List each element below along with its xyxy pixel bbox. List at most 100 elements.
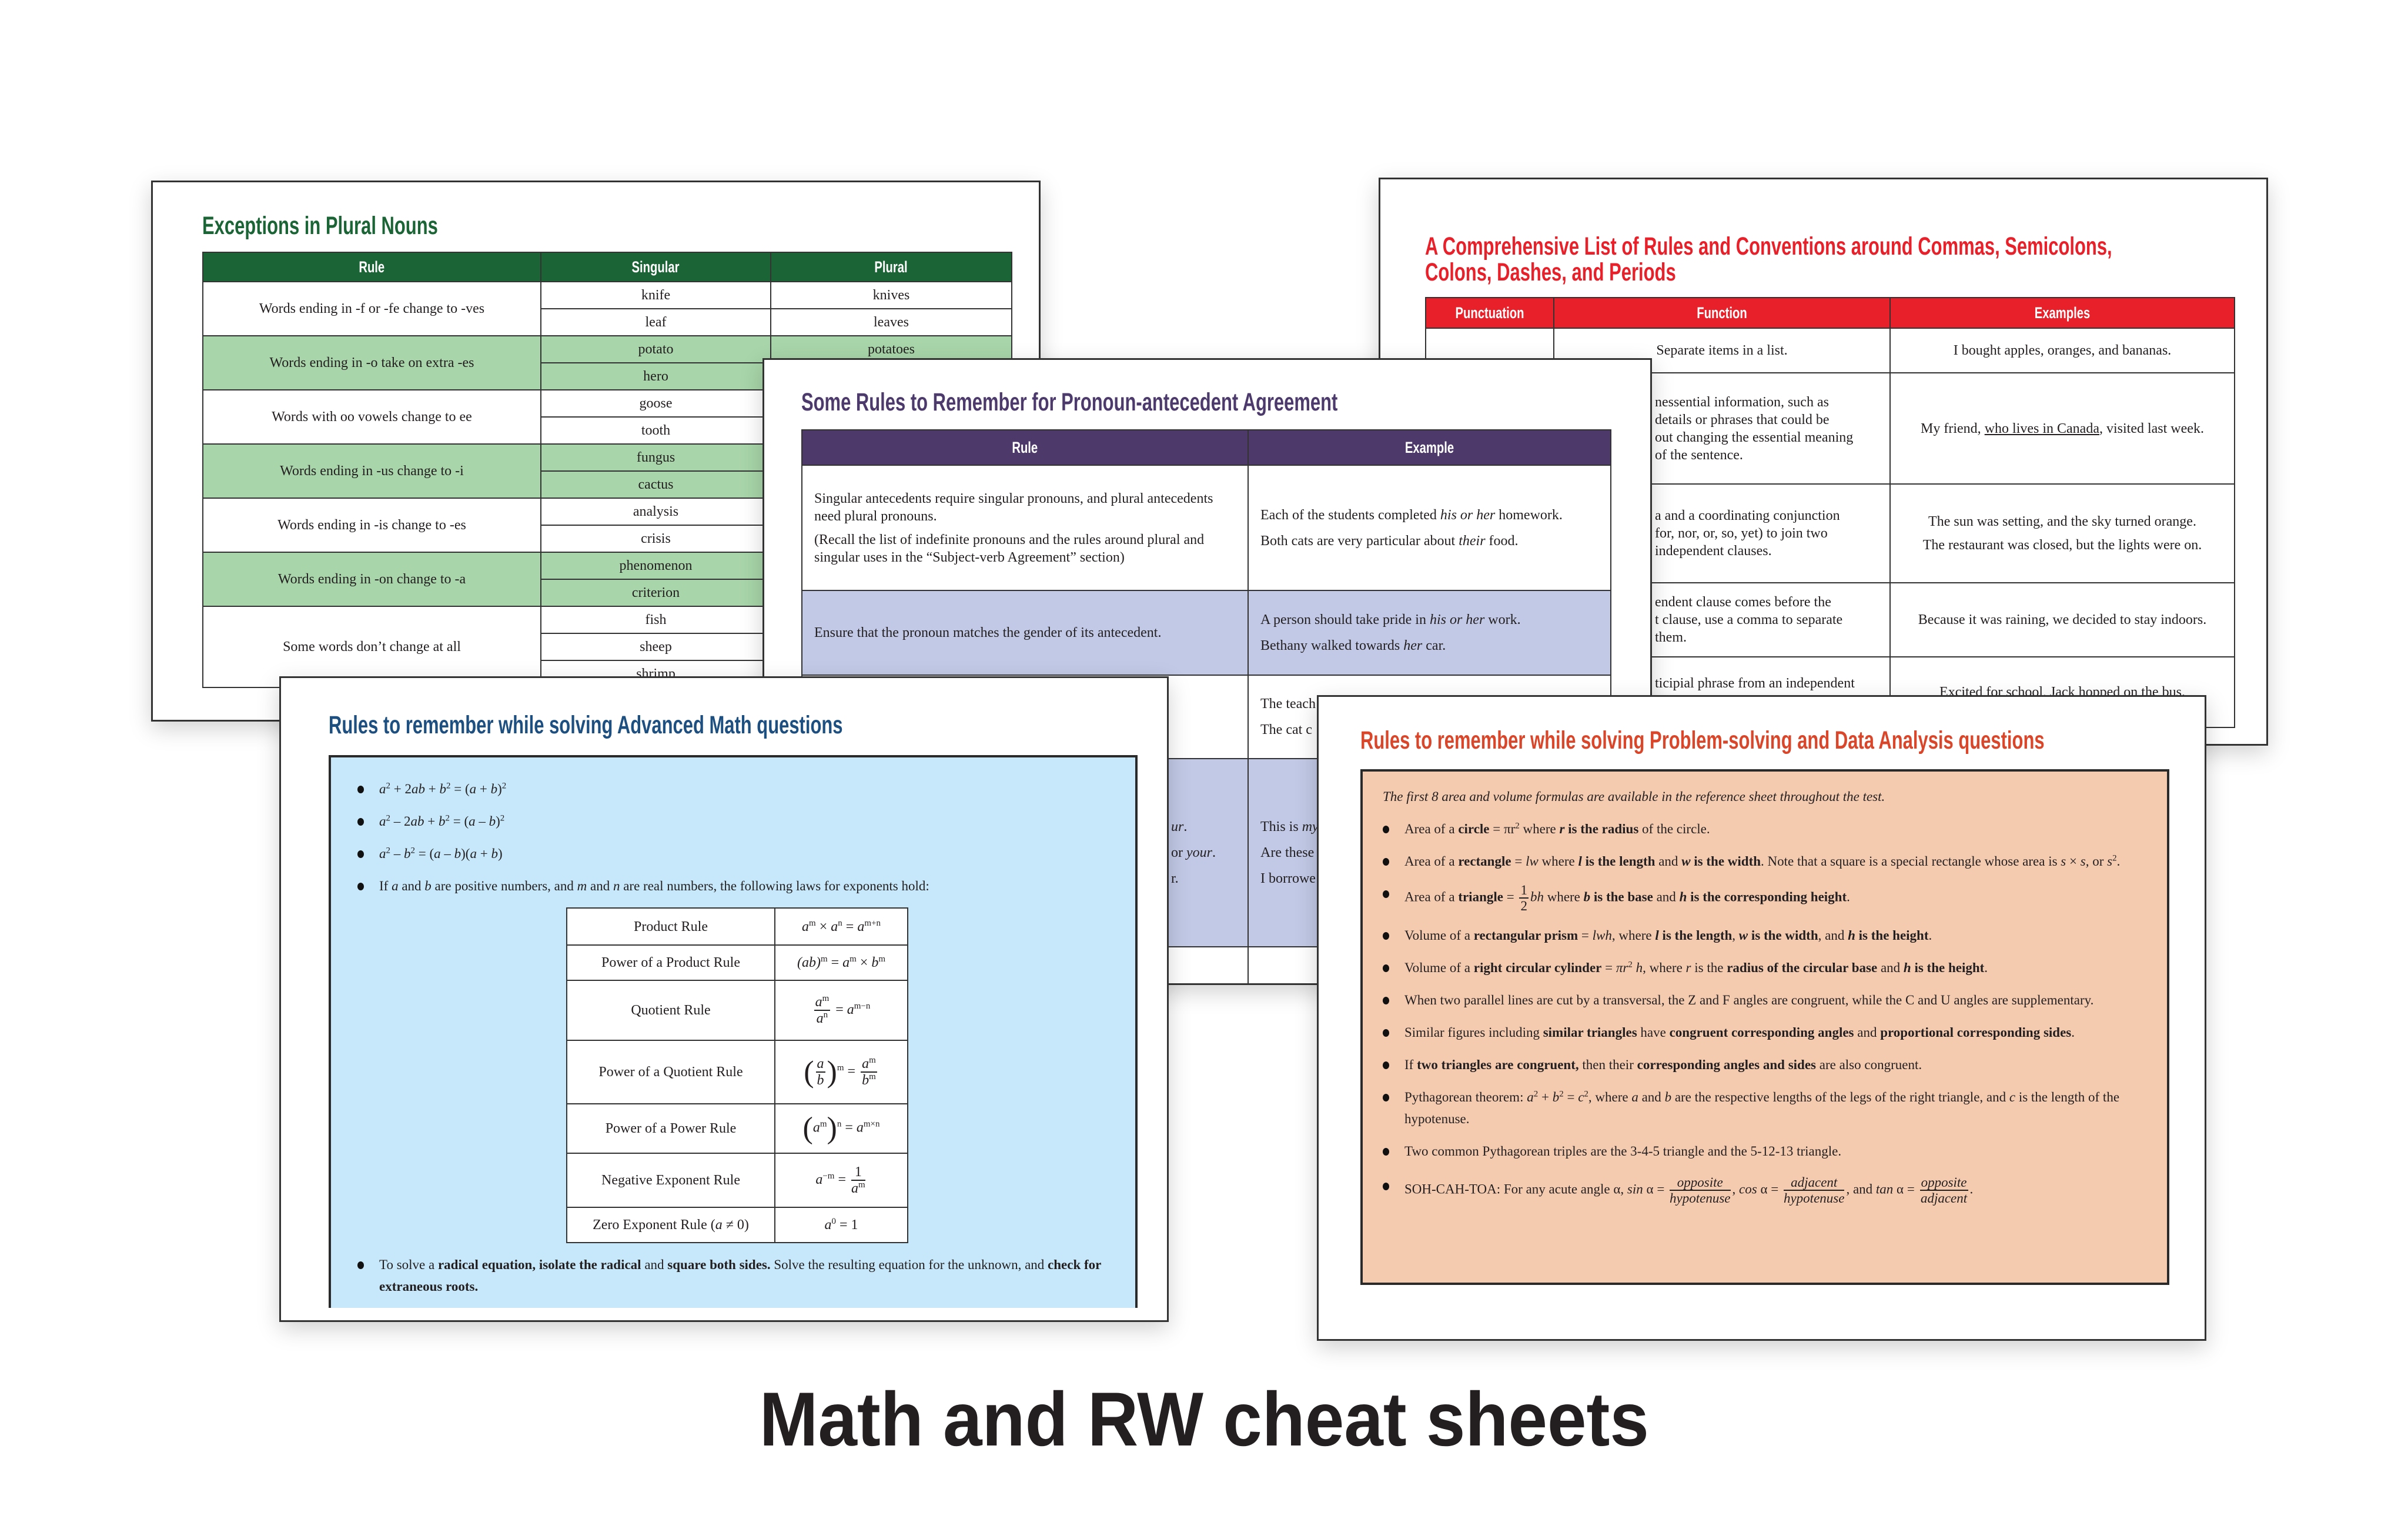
text-run: congruent corresponding angles bbox=[1669, 1024, 1854, 1040]
text-run: and bbox=[1655, 854, 1682, 869]
text-run: adjacent bbox=[1791, 1174, 1838, 1190]
singular-cell: phenomenon bbox=[540, 552, 771, 580]
numerator: opposite bbox=[1670, 1175, 1731, 1191]
superscript: n bbox=[823, 1010, 828, 1020]
superscript: 2 bbox=[446, 781, 451, 791]
text-run: My friend, bbox=[1921, 420, 1985, 436]
text-run: ( bbox=[802, 1111, 813, 1145]
text-run: b bbox=[1552, 1089, 1560, 1104]
example-cell: My friend, who lives in Canada, visited … bbox=[1889, 372, 2235, 485]
text-run: a bbox=[392, 879, 399, 893]
singular-cell: tooth bbox=[540, 416, 771, 445]
text-run: rectangle bbox=[1458, 854, 1511, 869]
text-run: my bbox=[1302, 819, 1319, 834]
text-run: When two parallel lines are cut by a tra… bbox=[1404, 992, 2094, 1007]
example-cell: A person should take pride in his or her… bbox=[1248, 590, 1611, 676]
text-run: Volume of a bbox=[1404, 960, 1474, 975]
text-run: is the height bbox=[1911, 960, 1985, 975]
function-line: a and a coordinating conjunction bbox=[1655, 508, 1840, 523]
bullet-item: When two parallel lines are cut by a tra… bbox=[1383, 989, 2149, 1011]
text-run: m bbox=[577, 879, 587, 893]
denominator: b bbox=[816, 1073, 825, 1088]
text-run: is the width bbox=[1748, 927, 1818, 943]
plural-nouns-title: Exceptions in Plural Nouns bbox=[202, 212, 438, 240]
advanced-math-sheet: Rules to remember while solving Advanced… bbox=[279, 676, 1169, 1322]
rule-formula: (am)n = am×n bbox=[774, 1103, 908, 1154]
text-run: proportional corresponding sides bbox=[1880, 1024, 2072, 1040]
text-run: × bbox=[856, 955, 872, 970]
text-run: α = bbox=[1643, 1181, 1668, 1197]
example-line: Because it was raining, we decided to st… bbox=[1891, 611, 2233, 629]
text-run: two triangles are congruent, bbox=[1417, 1057, 1579, 1072]
text-run: – bbox=[390, 846, 404, 861]
text-run: ur bbox=[1171, 819, 1184, 834]
text-run: b bbox=[454, 846, 461, 861]
rule-cell: Words ending in -o take on extra -es bbox=[202, 335, 541, 390]
bullet-item: Volume of a right circular cylinder = πr… bbox=[1383, 957, 2149, 979]
numerator: opposite bbox=[1919, 1175, 1968, 1191]
example-line: Bethany walked towards her car. bbox=[1260, 637, 1598, 655]
text-run: Pythagorean theorem: bbox=[1404, 1089, 1527, 1104]
text-run: = bbox=[1503, 889, 1518, 904]
bullet-item: If two triangles are congruent, then the… bbox=[1383, 1054, 2149, 1076]
bullet-item: a2 – 2ab + b2 = (a – b)2 bbox=[357, 810, 1123, 832]
singular-cell: hero bbox=[540, 362, 771, 390]
advanced-math-box: a2 + 2ab + b2 = (a + b)2 a2 – 2ab + b2 = … bbox=[329, 755, 1138, 1308]
rule-paragraph: (Recall the list of indefinite pronouns … bbox=[814, 531, 1236, 566]
rule-cell: Words ending in -is change to -es bbox=[202, 498, 541, 553]
text-run: b bbox=[438, 814, 446, 829]
superscript: m bbox=[822, 993, 830, 1003]
text-run: The sun was setting, and the sky turned … bbox=[1928, 514, 2196, 529]
text-run: r bbox=[1685, 960, 1691, 975]
text-run: cos bbox=[1739, 1181, 1757, 1197]
superscript: 2 bbox=[1515, 821, 1520, 831]
text-run: is the base bbox=[1590, 889, 1653, 904]
column-header-punctuation: Punctuation bbox=[1425, 297, 1554, 329]
text-run: a bbox=[812, 1120, 820, 1136]
text-run: h bbox=[1903, 960, 1911, 975]
text-run: This is bbox=[1260, 819, 1302, 834]
superscript: 2 bbox=[386, 781, 391, 791]
example-cell: I bought apples, oranges, and bananas. bbox=[1889, 328, 2235, 373]
column-header-example: Example bbox=[1248, 429, 1611, 466]
text-run: Power of a Power Rule bbox=[605, 1121, 737, 1136]
text-run: a bbox=[851, 1181, 858, 1196]
text-run: . bbox=[2071, 1024, 2075, 1040]
text-run: b bbox=[490, 782, 498, 796]
text-run: ) bbox=[827, 1055, 837, 1089]
text-run: Because it was raining, we decided to st… bbox=[1918, 612, 2207, 627]
text-run: ) bbox=[497, 846, 503, 861]
text-run: = ( bbox=[450, 782, 470, 796]
text-run: Both cats are very particular about bbox=[1260, 533, 1459, 549]
column-header-examples: Examples bbox=[1889, 297, 2235, 329]
singular-cell: criterion bbox=[540, 579, 771, 607]
denominator: 2 bbox=[1519, 899, 1529, 913]
example-line: Each of the students completed his or he… bbox=[1260, 506, 1598, 524]
text-run: and bbox=[398, 879, 425, 893]
example-line: The restaurant was closed, but the light… bbox=[1891, 536, 2233, 554]
text-run: , or bbox=[2085, 854, 2108, 869]
text-run: ab bbox=[410, 814, 424, 829]
text-run: b bbox=[424, 879, 432, 893]
superscript: m bbox=[809, 918, 816, 928]
example-line: The sun was setting, and the sky turned … bbox=[1891, 513, 2233, 530]
text-run: Two common Pythagorean triples are the 3… bbox=[1404, 1143, 1842, 1159]
rule-name: Power of a Product Rule bbox=[566, 944, 775, 981]
text-run: × bbox=[2066, 854, 2081, 869]
text-run: where bbox=[1519, 822, 1560, 836]
superscript: m bbox=[878, 954, 886, 964]
text-run: . Note that a square is a special rectan… bbox=[1761, 854, 2061, 869]
text-run: b bbox=[439, 782, 446, 796]
text-run: – bbox=[440, 846, 454, 861]
text-run: The restaurant was closed, but the light… bbox=[1922, 538, 2202, 553]
example-line: I borrowe bbox=[1260, 870, 1598, 887]
text-run: and bbox=[1653, 889, 1680, 904]
function-line: them. bbox=[1655, 630, 1687, 645]
text-run: c bbox=[1578, 1089, 1584, 1104]
bullet-item: Similar figures including similar triang… bbox=[1383, 1021, 2149, 1043]
text-run: , bbox=[1732, 1181, 1740, 1197]
text-run: a bbox=[802, 919, 810, 934]
rule-paragraph: r. bbox=[1171, 870, 1247, 887]
page-title: Math and RW cheat sheets bbox=[759, 1376, 1649, 1462]
text-run: adjacent bbox=[1920, 1190, 1968, 1206]
